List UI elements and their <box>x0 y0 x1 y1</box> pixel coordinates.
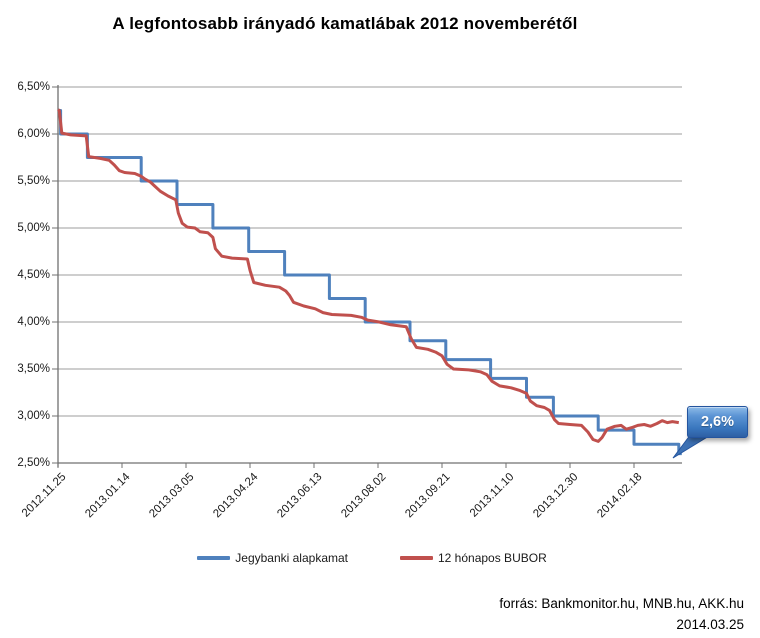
y-tick-label: 5,00% <box>17 222 50 234</box>
legend-item-bubor: 12 hónapos BUBOR <box>400 551 547 565</box>
legend-swatch-blue-line <box>197 556 231 560</box>
footer: forrás: Bankmonitor.hu, MNB.hu, AKK.hu 2… <box>499 593 744 635</box>
legend-swatch-red-line <box>400 556 433 560</box>
y-tick-label: 6,50% <box>17 81 50 93</box>
y-tick-label: 3,50% <box>17 363 50 375</box>
callout-last-value: 2,6% <box>687 406 748 438</box>
y-tick-label: 5,50% <box>17 175 50 187</box>
chart-title: A legfontosabb irányadó kamatlábak 2012 … <box>112 14 578 33</box>
callout-label: 2,6% <box>700 414 735 430</box>
y-tick-label: 4,50% <box>17 269 50 281</box>
legend: Jegybanki alapkamat 12 hónapos BUBOR <box>0 551 744 565</box>
y-tick-label: 6,00% <box>17 128 50 140</box>
footer-source: forrás: Bankmonitor.hu, MNB.hu, AKK.hu <box>499 596 744 611</box>
legend-label-bubor: 12 hónapos BUBOR <box>438 551 547 565</box>
y-tick-label: 3,00% <box>17 410 50 422</box>
y-tick-label: 4,00% <box>17 316 50 328</box>
y-tick-label: 2,50% <box>17 457 50 469</box>
legend-label-alapkamat: Jegybanki alapkamat <box>235 551 348 565</box>
legend-item-alapkamat: Jegybanki alapkamat <box>197 551 348 565</box>
footer-date: 2014.03.25 <box>676 617 744 632</box>
